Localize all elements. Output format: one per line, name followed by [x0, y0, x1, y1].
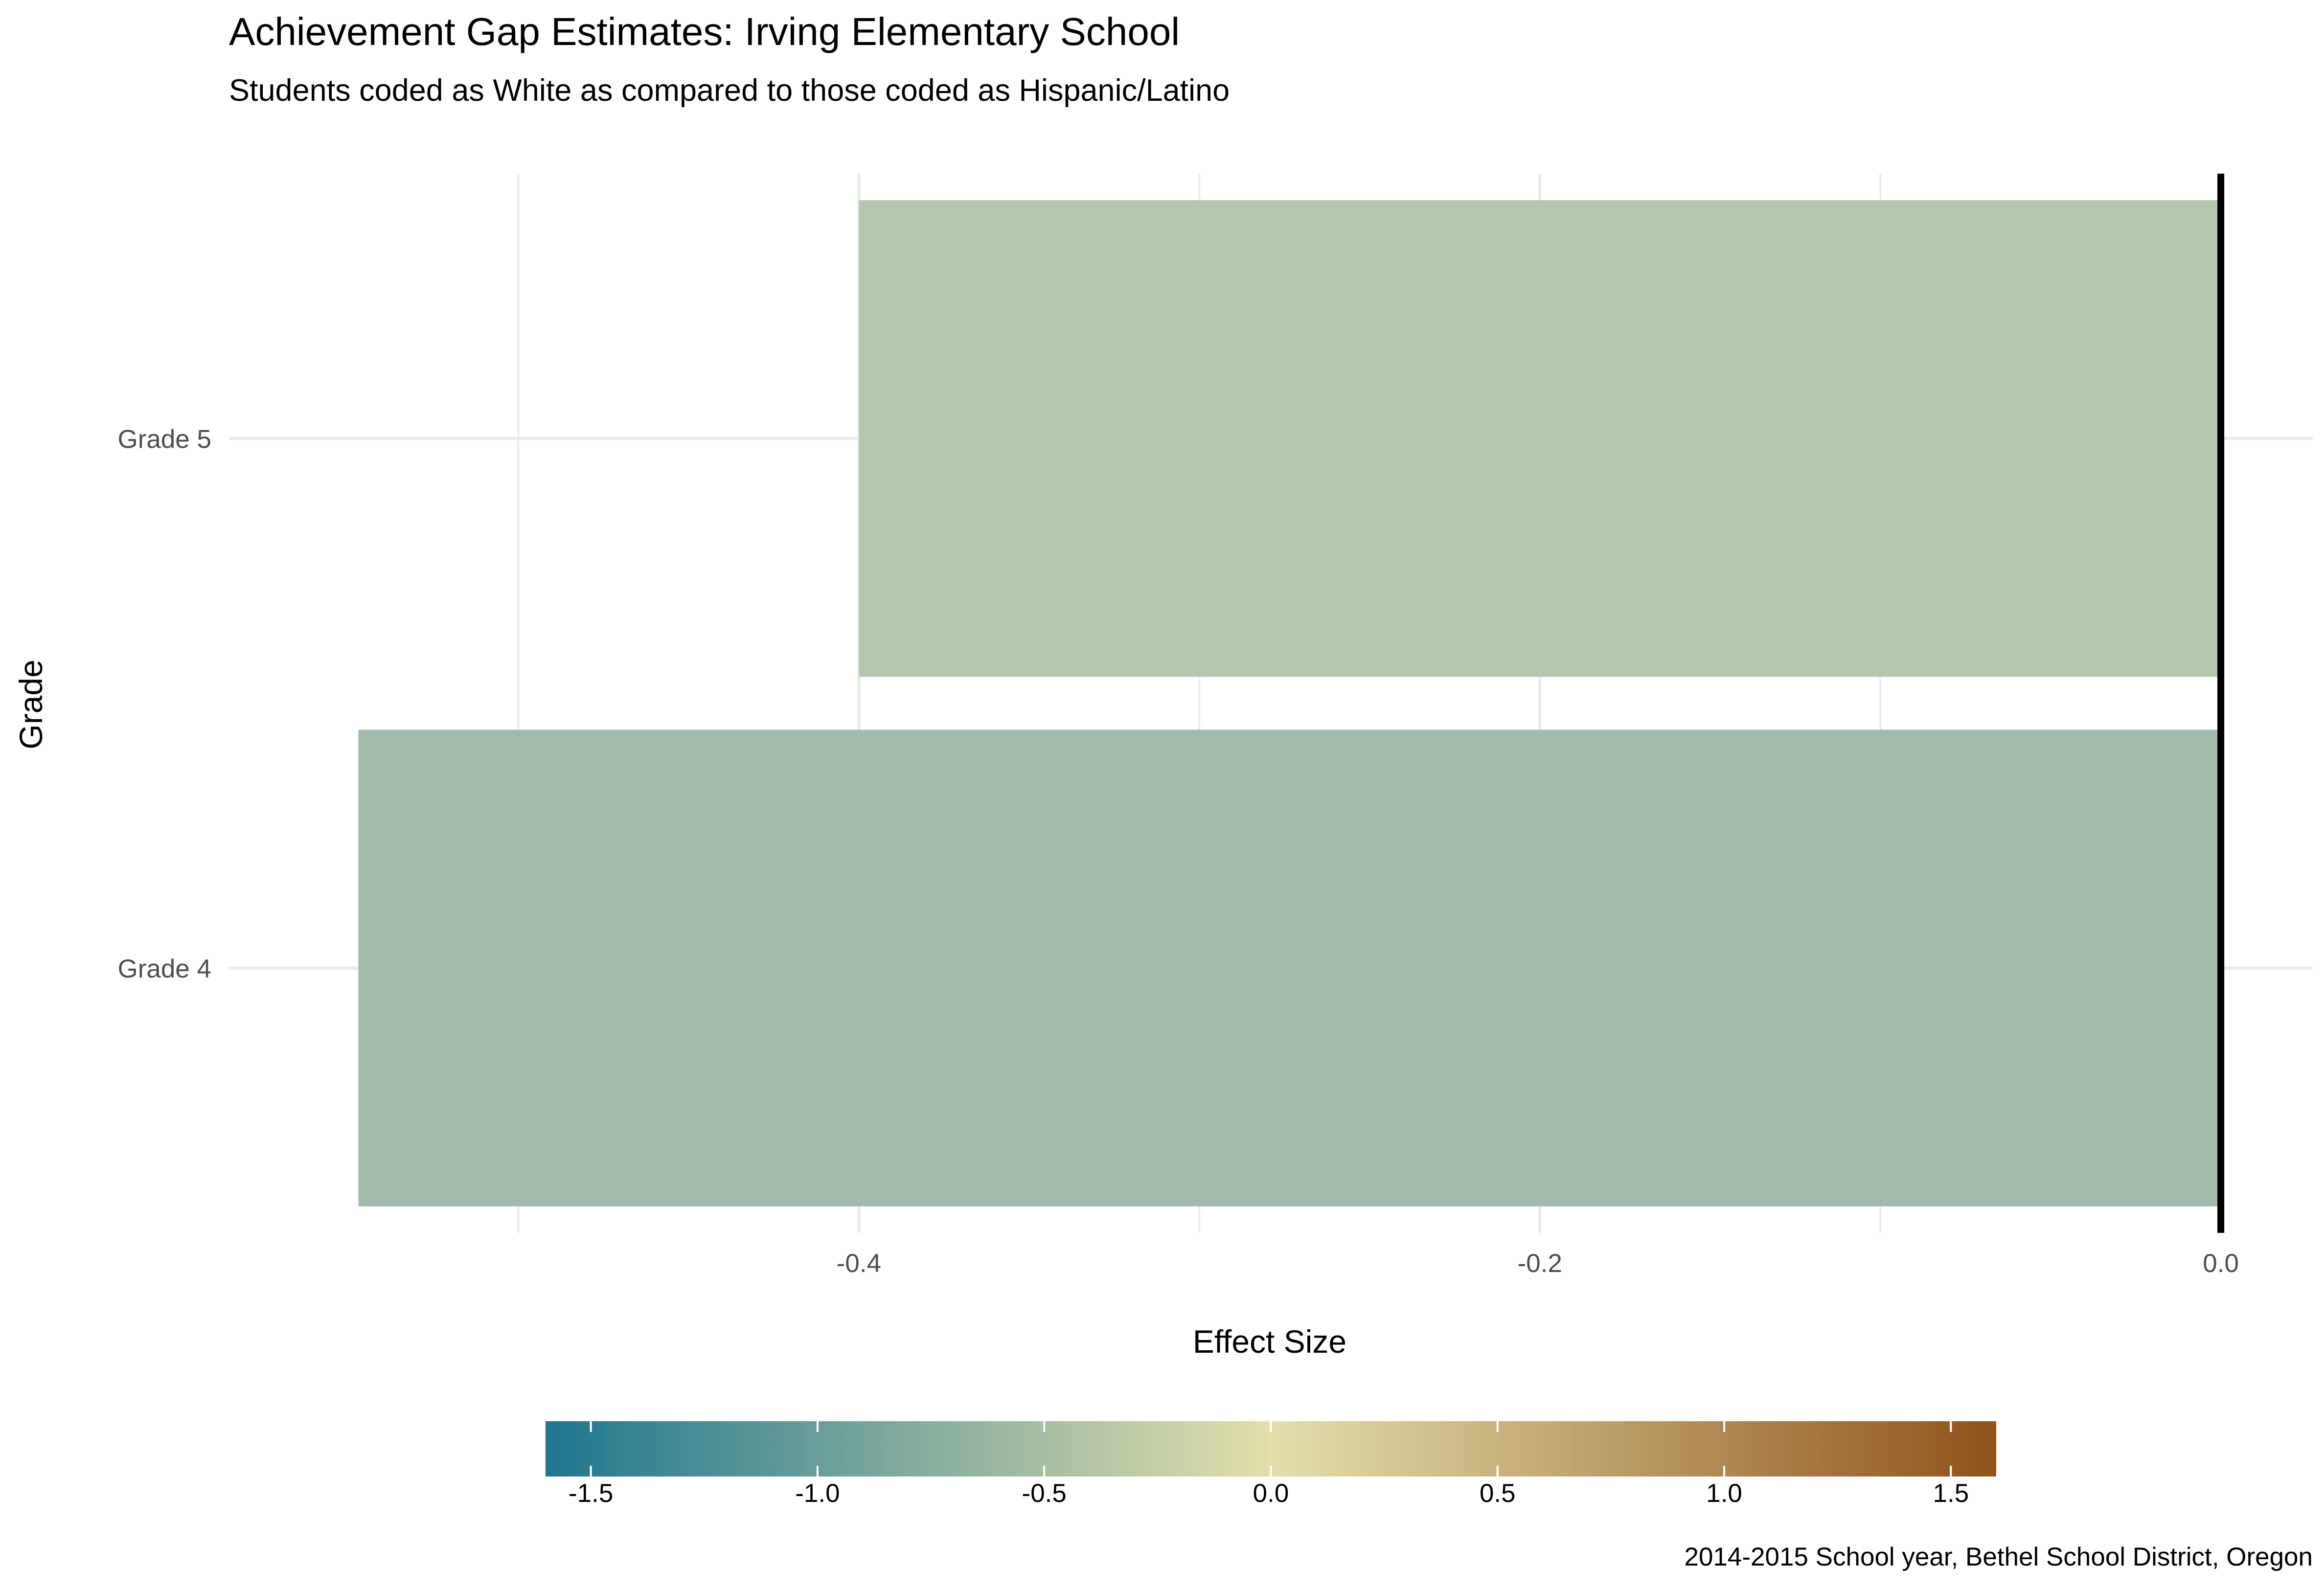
y-tick-label: Grade 5 — [117, 425, 211, 454]
chart-caption: 2014-2015 School year, Bethel School Dis… — [1684, 1543, 2313, 1571]
colorbar-tick-label: 1.5 — [1933, 1479, 1969, 1508]
x-tick-label: -0.2 — [1518, 1249, 1562, 1278]
bars — [358, 200, 2221, 1206]
y-tick-label: Grade 4 — [117, 954, 211, 983]
x-axis-label: Effect Size — [1193, 1323, 1346, 1360]
y-axis: Grade 4 Grade 5 — [117, 425, 211, 983]
colorbar-legend: -1.5 -1.0 -0.5 0.0 0.5 1.0 1.5 — [546, 1421, 1996, 1508]
chart-title: Achievement Gap Estimates: Irving Elemen… — [229, 10, 1180, 53]
x-axis: -0.4 -0.2 0.0 — [837, 1249, 2239, 1278]
colorbar-tick-label: 0.0 — [1253, 1479, 1289, 1508]
colorbar-tick-label: 0.5 — [1480, 1479, 1516, 1508]
plot-panel — [229, 174, 2313, 1233]
colorbar-ticks: -1.5 -1.0 -0.5 0.0 0.5 1.0 1.5 — [569, 1421, 1969, 1508]
colorbar-tick-label: -1.0 — [795, 1479, 840, 1508]
chart-subtitle: Students coded as White as compared to t… — [229, 73, 1230, 108]
y-axis-label: Grade — [13, 659, 49, 749]
x-tick-label: 0.0 — [2203, 1249, 2239, 1278]
bar-grade-5 — [859, 200, 2221, 677]
x-tick-label: -0.4 — [837, 1249, 881, 1278]
bar-grade-4 — [358, 729, 2221, 1206]
colorbar-tick-label: -0.5 — [1022, 1479, 1067, 1508]
colorbar-tick-label: 1.0 — [1706, 1479, 1742, 1508]
colorbar-tick-label: -1.5 — [569, 1479, 613, 1508]
